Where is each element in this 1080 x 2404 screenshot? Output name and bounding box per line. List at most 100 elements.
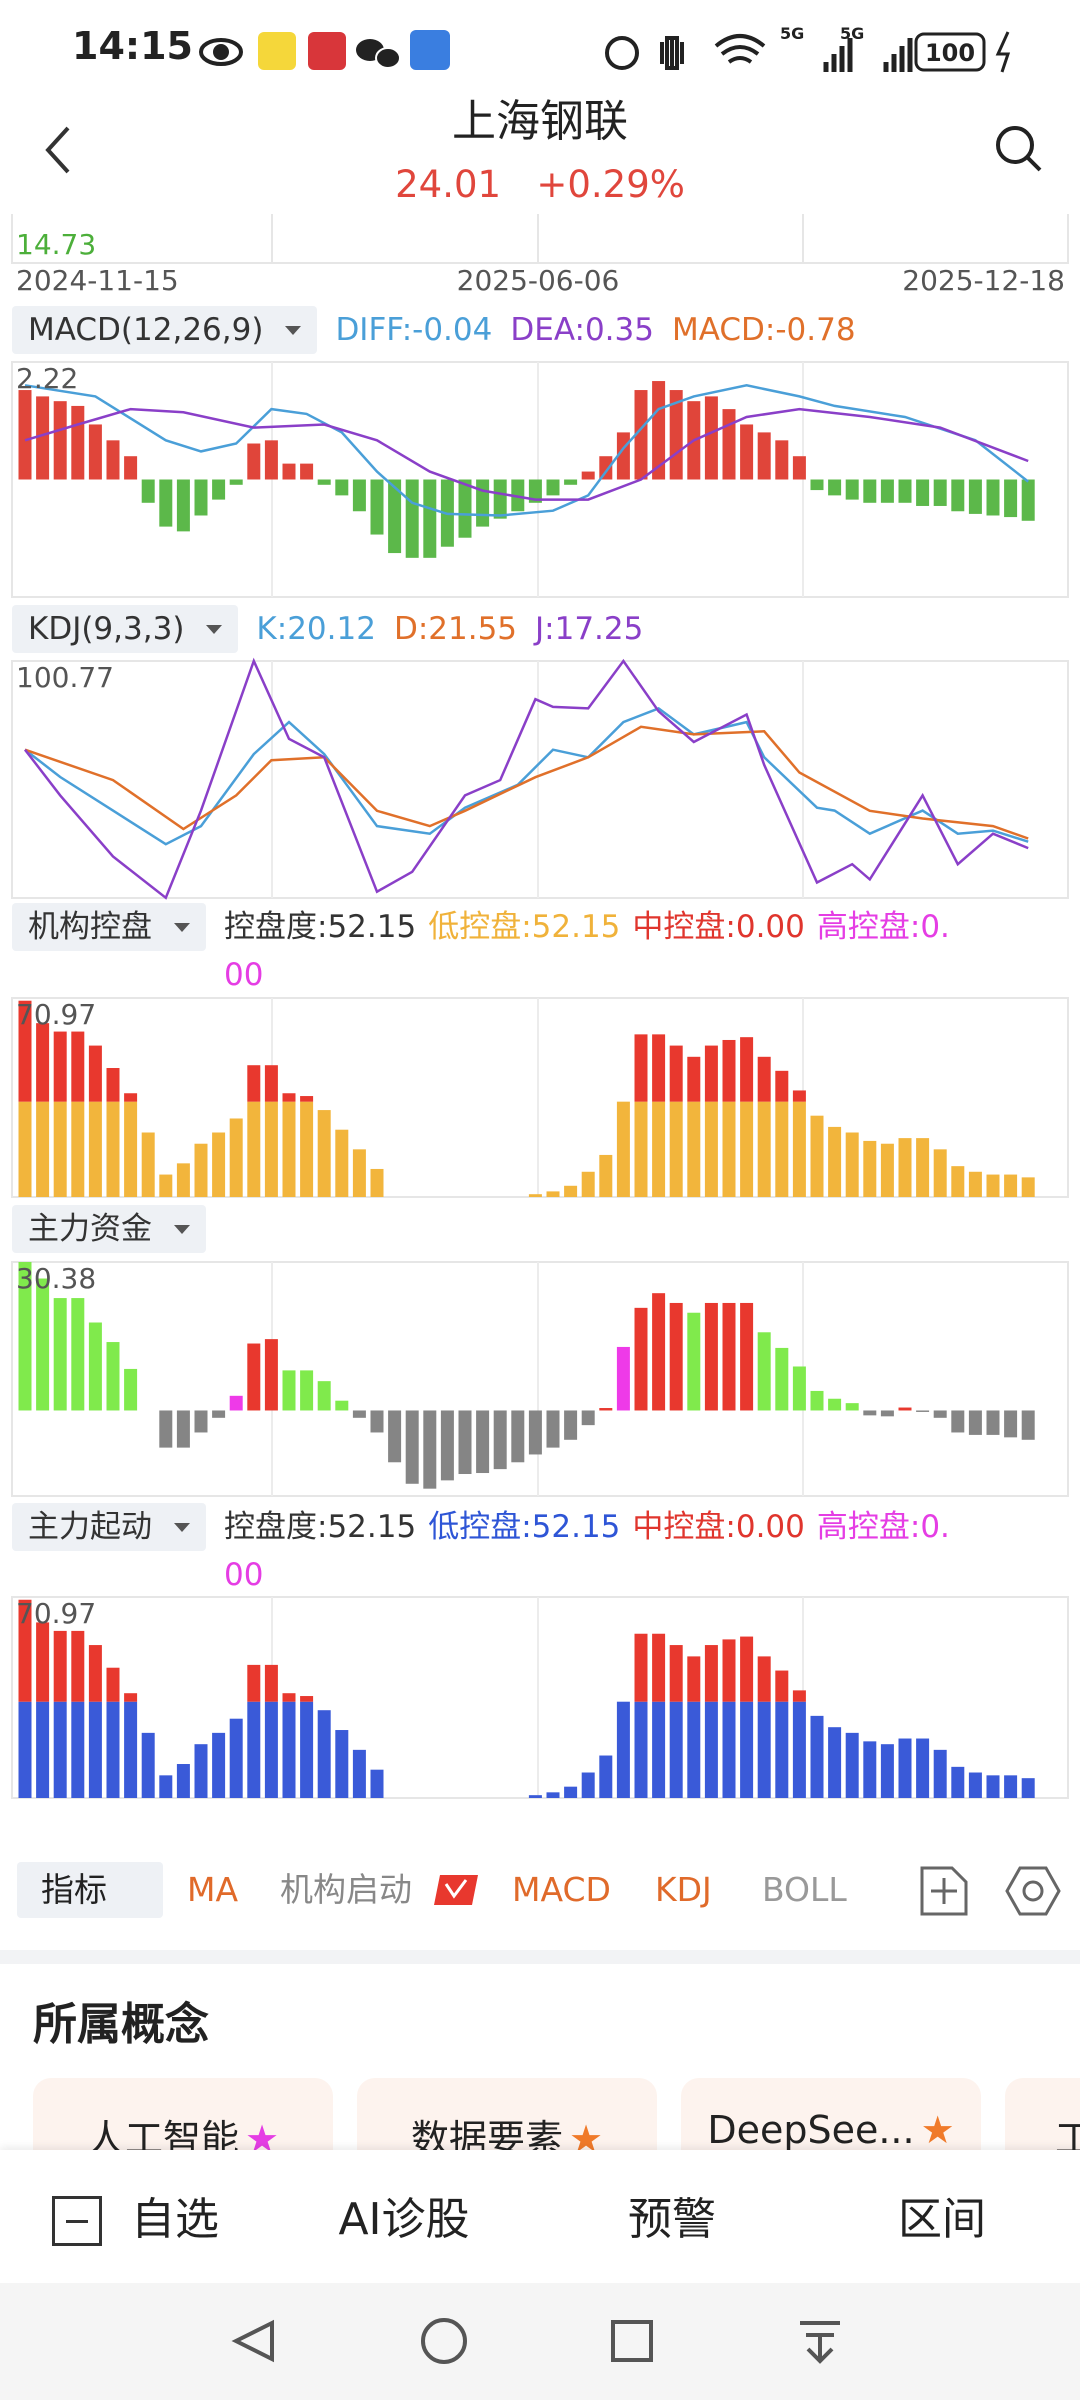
bar <box>792 456 806 480</box>
date-label: 2025-12-18 <box>902 264 1065 297</box>
bar-segment <box>704 1645 718 1702</box>
bottom-action[interactable]: AI诊股 <box>338 2194 470 2245</box>
bar-segment <box>335 1129 349 1197</box>
bar-segment <box>106 1068 120 1102</box>
search-icon[interactable] <box>996 126 1042 172</box>
bar-segment <box>370 1769 384 1798</box>
legend-item: 低控盘:52.15 <box>428 909 621 945</box>
bar-segment <box>36 1101 50 1197</box>
bar-segment <box>18 1701 32 1798</box>
selector-label: KDJ(9,3,3) <box>28 611 185 647</box>
bar-segment <box>124 1101 138 1197</box>
bar-segment <box>88 1645 102 1702</box>
bar-segment <box>951 1166 965 1197</box>
bar <box>951 1410 965 1433</box>
bar-segment <box>264 1101 278 1197</box>
bar <box>757 1332 771 1411</box>
selector-label: 机构控盘 <box>28 909 152 945</box>
bar <box>599 456 613 480</box>
bar <box>493 1410 507 1470</box>
bottom-action[interactable]: 区间 <box>898 2194 986 2245</box>
bar-segment <box>599 1154 613 1197</box>
bar-segment <box>352 1149 366 1197</box>
bar-segment <box>212 1132 226 1197</box>
bar-segment <box>124 1093 138 1102</box>
indicator-selector[interactable]: 机构控盘 <box>12 903 206 951</box>
bar-segment <box>247 1101 261 1197</box>
bar <box>933 1410 947 1418</box>
bar-segment <box>88 1045 102 1102</box>
bar-segment <box>792 1101 806 1197</box>
bar-segment <box>159 1174 173 1197</box>
nav-bar <box>0 2283 1080 2400</box>
indicator-selector[interactable]: 主力起动 <box>12 1503 206 1551</box>
bar-segment <box>863 1140 877 1197</box>
network-type: 5G <box>840 24 865 43</box>
bar-segment <box>300 1101 314 1197</box>
bar <box>300 463 314 480</box>
bar <box>810 1390 824 1411</box>
bar <box>458 1410 472 1475</box>
bar-segment <box>828 1126 842 1197</box>
bar <box>423 479 437 558</box>
kdj-header: KDJ(9,3,3) K:20.12 D:21.55 J:17.25 <box>12 605 661 653</box>
bar-segment <box>792 1090 806 1102</box>
bar-segment <box>757 1101 771 1197</box>
bar <box>880 1410 894 1417</box>
control-header: 机构控盘 控盘度:52.15 低控盘:52.15 中控盘:0.00 高控盘:0.00 <box>12 903 964 999</box>
start-header: 主力起动 控盘度:52.15 低控盘:52.15 中控盘:0.00 高控盘:0.00 <box>12 1503 964 1599</box>
bar-segment <box>564 1185 578 1197</box>
bottom-action[interactable]: 自选 <box>131 2194 219 2245</box>
bar <box>335 479 349 496</box>
tab[interactable]: KDJ <box>655 1870 712 1909</box>
bar <box>652 381 666 480</box>
bottom-action[interactable]: 预警 <box>628 2194 716 2245</box>
tab[interactable]: 机构启动 <box>280 1870 412 1909</box>
bar <box>652 1293 666 1411</box>
money-header: 主力资金 <box>12 1205 224 1253</box>
low-label: 14.73 <box>16 228 97 261</box>
legend-item: MACD:-0.78 <box>671 312 856 348</box>
bar-segment <box>106 1701 120 1798</box>
tab-selector[interactable]: 指标 <box>17 1862 163 1918</box>
nav-icons[interactable] <box>0 2283 1080 2400</box>
back-icon[interactable] <box>45 126 70 174</box>
bar <box>775 440 789 480</box>
tab[interactable]: BOLL <box>762 1870 847 1909</box>
bar <box>528 479 542 503</box>
bar-segment <box>951 1766 965 1798</box>
axis-max-label: 2.22 <box>16 362 78 395</box>
change: +0.29% <box>536 163 685 206</box>
bar <box>634 390 648 480</box>
indicator-selector[interactable]: 主力资金 <box>12 1205 206 1253</box>
bar-segment <box>247 1065 261 1102</box>
bar <box>194 479 208 516</box>
indicator-selector[interactable]: KDJ(9,3,3) <box>12 605 239 653</box>
bar-segment <box>335 1730 349 1798</box>
indicator-selector[interactable]: MACD(12,26,9) <box>12 306 318 354</box>
bar-segment <box>247 1701 261 1798</box>
bar-segment <box>616 1101 630 1197</box>
bar-segment <box>71 1701 85 1798</box>
bar-segment <box>1021 1778 1035 1798</box>
bar <box>141 479 155 503</box>
tab[interactable]: MA <box>187 1870 239 1909</box>
bar <box>458 479 472 538</box>
bar-segment <box>71 1031 85 1102</box>
bar-segment <box>634 1701 648 1798</box>
bar-segment <box>810 1115 824 1197</box>
bar-segment <box>634 1101 648 1197</box>
bar-segment <box>898 1738 912 1798</box>
bar-segment <box>669 1645 683 1702</box>
bar <box>546 479 560 496</box>
bar-segment <box>106 1101 120 1197</box>
bar <box>440 1410 454 1481</box>
tab-icons[interactable] <box>920 1866 1061 1916</box>
bar-segment <box>669 1101 683 1197</box>
bar-segment <box>845 1132 859 1197</box>
watchlist-icon[interactable] <box>52 2196 102 2246</box>
bar <box>71 405 85 480</box>
bar <box>828 479 842 496</box>
tab[interactable]: MACD <box>512 1870 611 1909</box>
bar <box>792 1366 806 1411</box>
